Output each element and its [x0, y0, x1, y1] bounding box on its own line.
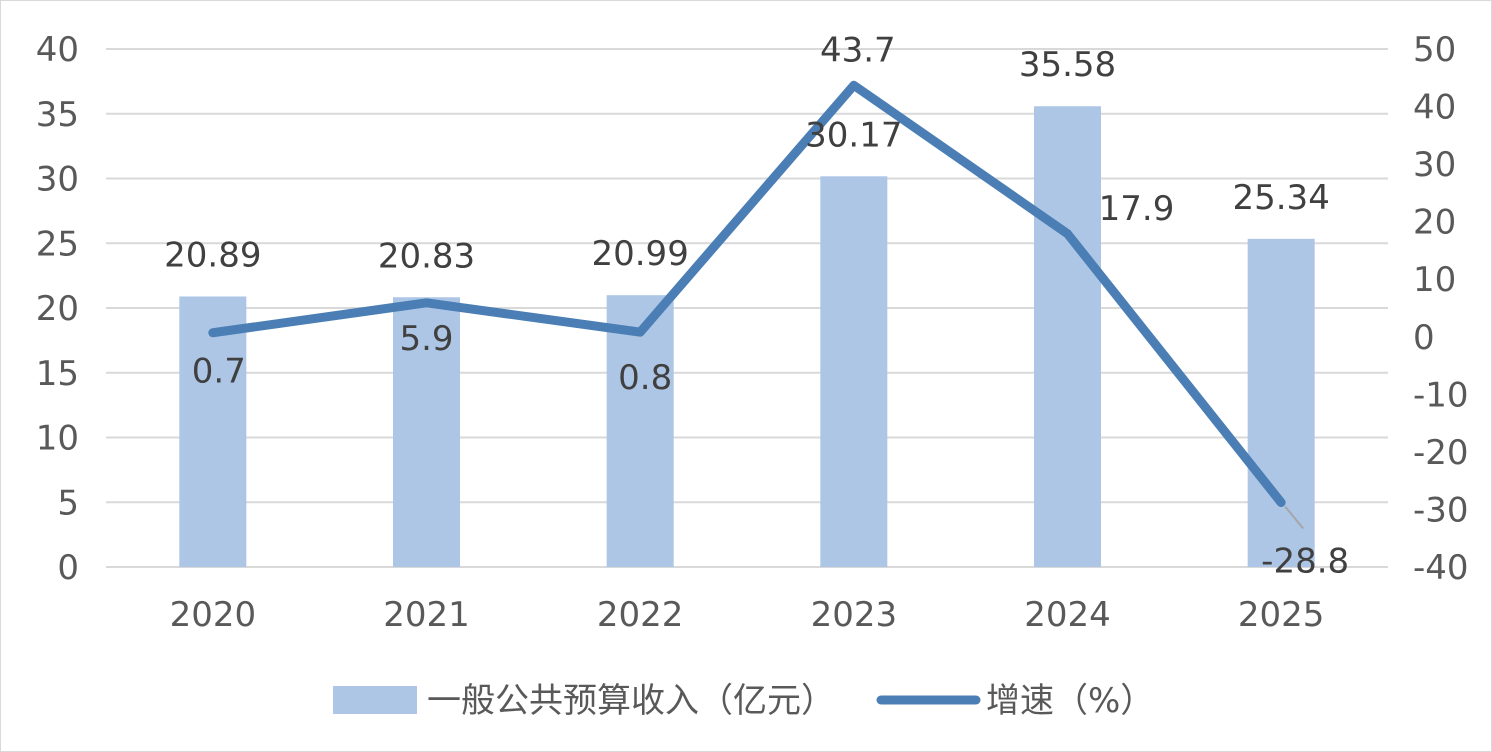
- y-left-tick-label: 35: [36, 95, 79, 135]
- legend-bar-label: 一般公共预算收入（亿元）: [427, 681, 835, 721]
- bar-value-label: 20.99: [591, 234, 688, 274]
- line-value-label: 0.7: [192, 352, 246, 392]
- line-point: [852, 84, 855, 87]
- y-right-tick-label: 30: [1413, 145, 1456, 185]
- bar: [179, 296, 247, 567]
- legend-bar-swatch: [333, 686, 417, 714]
- bar: [820, 176, 888, 567]
- y-right-tick-label: 50: [1413, 30, 1456, 70]
- line-series: [208, 80, 1304, 530]
- y-left-tick-label: 5: [57, 483, 79, 523]
- y-right-tick-label: 40: [1413, 88, 1456, 128]
- growth-line: [208, 80, 1286, 508]
- line-point: [1066, 232, 1069, 235]
- bar: [393, 297, 460, 567]
- x-tick-label: 2023: [811, 595, 898, 635]
- y-left-tick-label: 10: [36, 419, 79, 459]
- x-tick-label: 2021: [383, 595, 470, 635]
- bar-value-label: 20.89: [164, 235, 261, 275]
- y-right-tick-label: -20: [1413, 433, 1469, 473]
- x-tick-label: 2022: [597, 595, 684, 635]
- y-left-tick-label: 0: [57, 548, 79, 588]
- line-point: [1280, 501, 1283, 504]
- bar-value-label: 25.34: [1232, 178, 1329, 218]
- line-point: [639, 331, 642, 334]
- label-leader-line: [1284, 505, 1304, 530]
- x-tick-label: 2020: [170, 595, 257, 635]
- bar: [1034, 106, 1101, 567]
- gridlines: [106, 48, 1388, 568]
- legend-line-label: 增速（%）: [986, 681, 1154, 721]
- right-axis: -40 -30 -20 -10 0 10 20 30 40 50: [1413, 30, 1469, 588]
- y-left-tick-label: 25: [36, 224, 79, 264]
- line-value-label: 17.9: [1099, 189, 1175, 229]
- data-labels: 20.89 20.83 20.99 30.17 35.58 25.34 0.7 5.9 0.8 4…: [164, 30, 1349, 581]
- y-left-tick-label: 30: [36, 160, 79, 200]
- y-right-tick-label: -30: [1413, 490, 1469, 530]
- line-value-label: 0.8: [618, 358, 672, 398]
- bar-series: [179, 106, 1315, 568]
- bar: [1247, 238, 1315, 568]
- y-right-tick-label: 0: [1413, 318, 1435, 358]
- y-right-tick-label: -40: [1413, 548, 1469, 588]
- y-left-tick-label: 15: [36, 354, 79, 394]
- x-tick-label: 2025: [1238, 595, 1325, 635]
- line-value-label: -28.8: [1261, 542, 1349, 582]
- y-left-tick-label: 40: [36, 30, 79, 70]
- y-right-tick-label: 10: [1413, 260, 1456, 300]
- y-right-tick-label: 20: [1413, 203, 1456, 243]
- bar-value-label: 35.58: [1019, 45, 1116, 85]
- line-value-label: 5.9: [399, 319, 453, 359]
- left-axis: 0 5 10 15 20 25 30 35 40: [36, 30, 79, 588]
- x-axis: 2020 2021 2022 2023 2024 2025: [170, 595, 1325, 635]
- line-value-label: 43.7: [820, 30, 896, 70]
- line-point: [211, 331, 214, 334]
- bar-value-label: 20.83: [378, 236, 475, 276]
- bar-value-label: 30.17: [805, 115, 902, 155]
- bar: [606, 295, 674, 567]
- line-point: [425, 301, 428, 304]
- legend: 一般公共预算收入（亿元） 增速（%）: [333, 681, 1154, 721]
- y-left-tick-label: 20: [36, 289, 79, 329]
- y-right-tick-label: -10: [1413, 375, 1469, 415]
- x-tick-label: 2024: [1024, 595, 1111, 635]
